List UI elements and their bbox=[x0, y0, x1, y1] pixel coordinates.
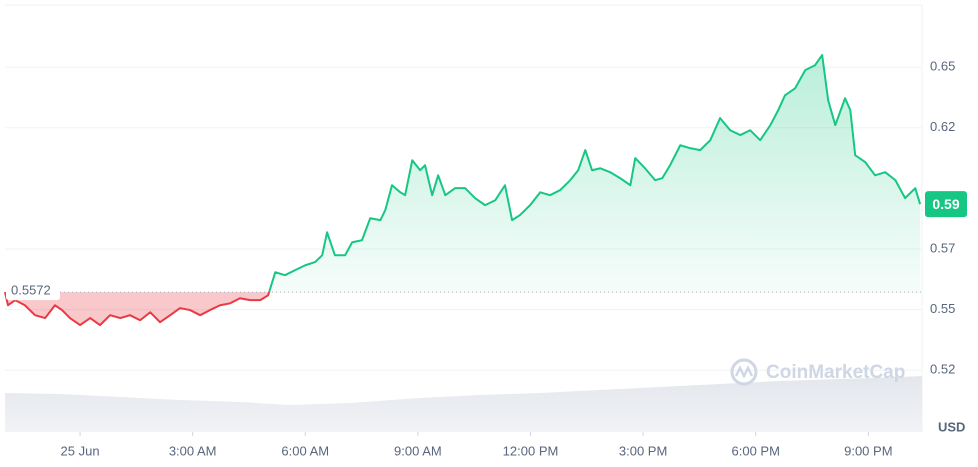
current-price-box bbox=[925, 191, 967, 218]
x-tick-label: 9:00 AM bbox=[394, 443, 442, 458]
baseline-label-box bbox=[6, 282, 60, 301]
y-tick-label: 0.52 bbox=[930, 362, 955, 377]
x-tick-label: 25 Jun bbox=[61, 443, 100, 458]
y-tick-label: 0.57 bbox=[930, 240, 955, 255]
y-tick-label: 0.65 bbox=[930, 59, 955, 74]
current-price-label: 0.59 bbox=[932, 196, 959, 212]
x-tick-label: 12:00 PM bbox=[503, 443, 559, 458]
price-area bbox=[5, 55, 921, 326]
plot: 0.5572 bbox=[4, 54, 922, 327]
price-line bbox=[4, 54, 922, 327]
x-tick-label: 6:00 AM bbox=[281, 443, 329, 458]
watermark: CoinMarketCap bbox=[730, 358, 905, 386]
x-tick-label: 3:00 AM bbox=[169, 443, 217, 458]
y-unit: USD bbox=[938, 419, 965, 434]
x-tick-label: 3:00 PM bbox=[619, 443, 667, 458]
watermark-text: CoinMarketCap bbox=[766, 362, 905, 383]
x-tick-label: 6:00 PM bbox=[732, 443, 780, 458]
baseline-label: 0.5572 bbox=[11, 283, 51, 298]
x-tick-label: 9:00 PM bbox=[844, 443, 892, 458]
y-tick-label: 0.62 bbox=[930, 119, 955, 134]
y-tick-label: 0.55 bbox=[930, 301, 955, 316]
volume-bars bbox=[5, 376, 922, 432]
